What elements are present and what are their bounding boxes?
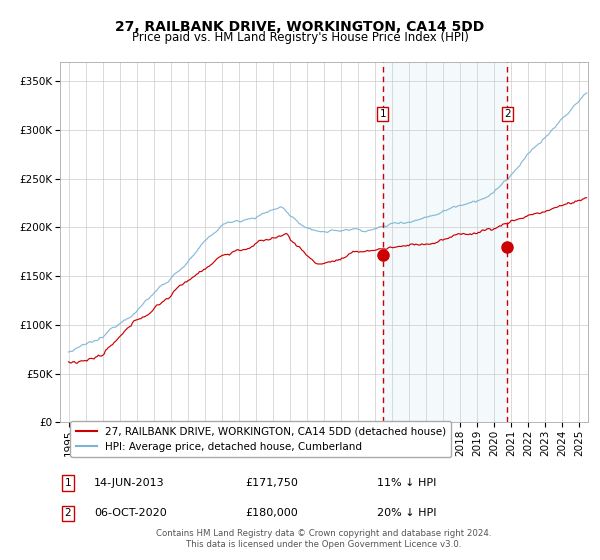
Bar (383, 62, 508, 422)
Legend: 27, RAILBANK DRIVE, WORKINGTON, CA14 5DD (detached house), HPI: Average price, d: 27, RAILBANK DRIVE, WORKINGTON, CA14 5DD… (70, 421, 451, 457)
Text: 1: 1 (379, 109, 386, 119)
Text: 27, RAILBANK DRIVE, WORKINGTON, CA14 5DD: 27, RAILBANK DRIVE, WORKINGTON, CA14 5DD (115, 20, 485, 34)
Text: 14-JUN-2013: 14-JUN-2013 (94, 478, 165, 488)
Text: Contains HM Land Registry data © Crown copyright and database right 2024.
This d: Contains HM Land Registry data © Crown c… (156, 529, 492, 549)
Text: 1: 1 (65, 478, 71, 488)
Text: £171,750: £171,750 (245, 478, 298, 488)
Text: 06-OCT-2020: 06-OCT-2020 (94, 508, 167, 519)
Text: 11% ↓ HPI: 11% ↓ HPI (377, 478, 436, 488)
Text: 2: 2 (65, 508, 71, 519)
Text: 2: 2 (504, 109, 511, 119)
Text: 20% ↓ HPI: 20% ↓ HPI (377, 508, 436, 519)
Text: Price paid vs. HM Land Registry's House Price Index (HPI): Price paid vs. HM Land Registry's House … (131, 31, 469, 44)
Text: £180,000: £180,000 (245, 508, 298, 519)
